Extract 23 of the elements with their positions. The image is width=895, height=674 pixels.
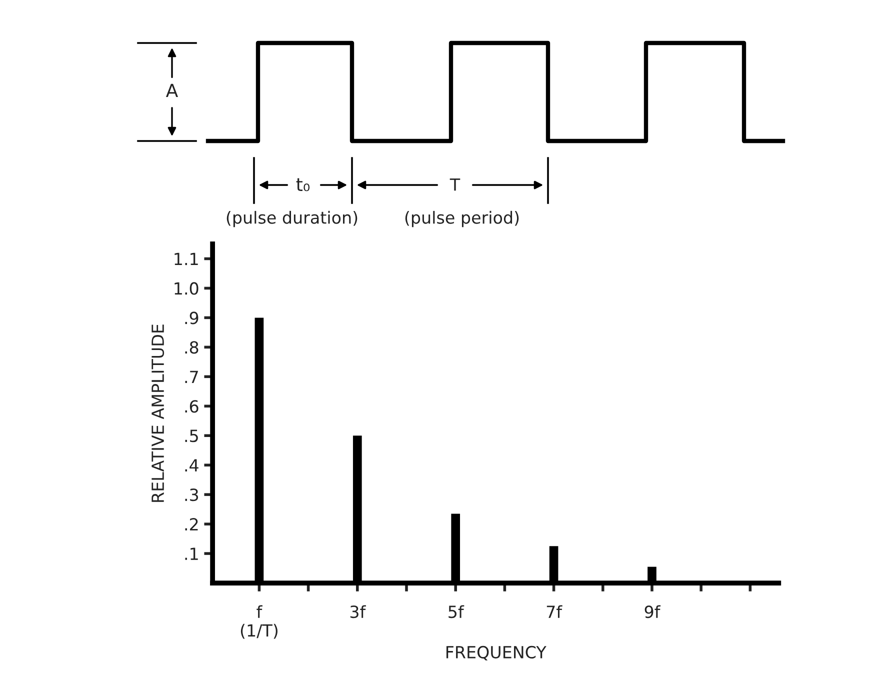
x-axis-title: FREQUENCY <box>446 646 546 660</box>
y-tick-label: .6 <box>185 400 198 413</box>
y-tick-label: .1 <box>185 548 198 560</box>
y-tick-label: .4 <box>185 459 198 472</box>
y-tick-label: 1.1 <box>174 252 198 266</box>
y-tick-label: .5 <box>185 430 198 442</box>
y-tick-label: .2 <box>185 518 198 530</box>
x-tick-label: 9f <box>644 605 661 618</box>
y-tick-label: 1.0 <box>174 282 198 295</box>
y-tick-label: .9 <box>185 312 198 324</box>
y-tick-label: .3 <box>185 488 198 502</box>
y-tick-label: .7 <box>185 370 198 383</box>
x-tick-label: 5f <box>448 605 464 618</box>
text: t₀ <box>296 178 310 192</box>
y-axis-title: RELATIVE AMPLITUDE <box>152 324 164 502</box>
text: (pulse period) <box>405 210 519 228</box>
text: A <box>166 84 178 97</box>
x-tick-label: 3f <box>350 605 366 618</box>
x-tick-label: f (1/T) <box>240 605 278 639</box>
text: (pulse duration) <box>226 210 358 228</box>
y-tick-label: .8 <box>185 341 198 354</box>
text: T <box>450 178 460 191</box>
x-tick-label: 7f <box>546 605 562 618</box>
